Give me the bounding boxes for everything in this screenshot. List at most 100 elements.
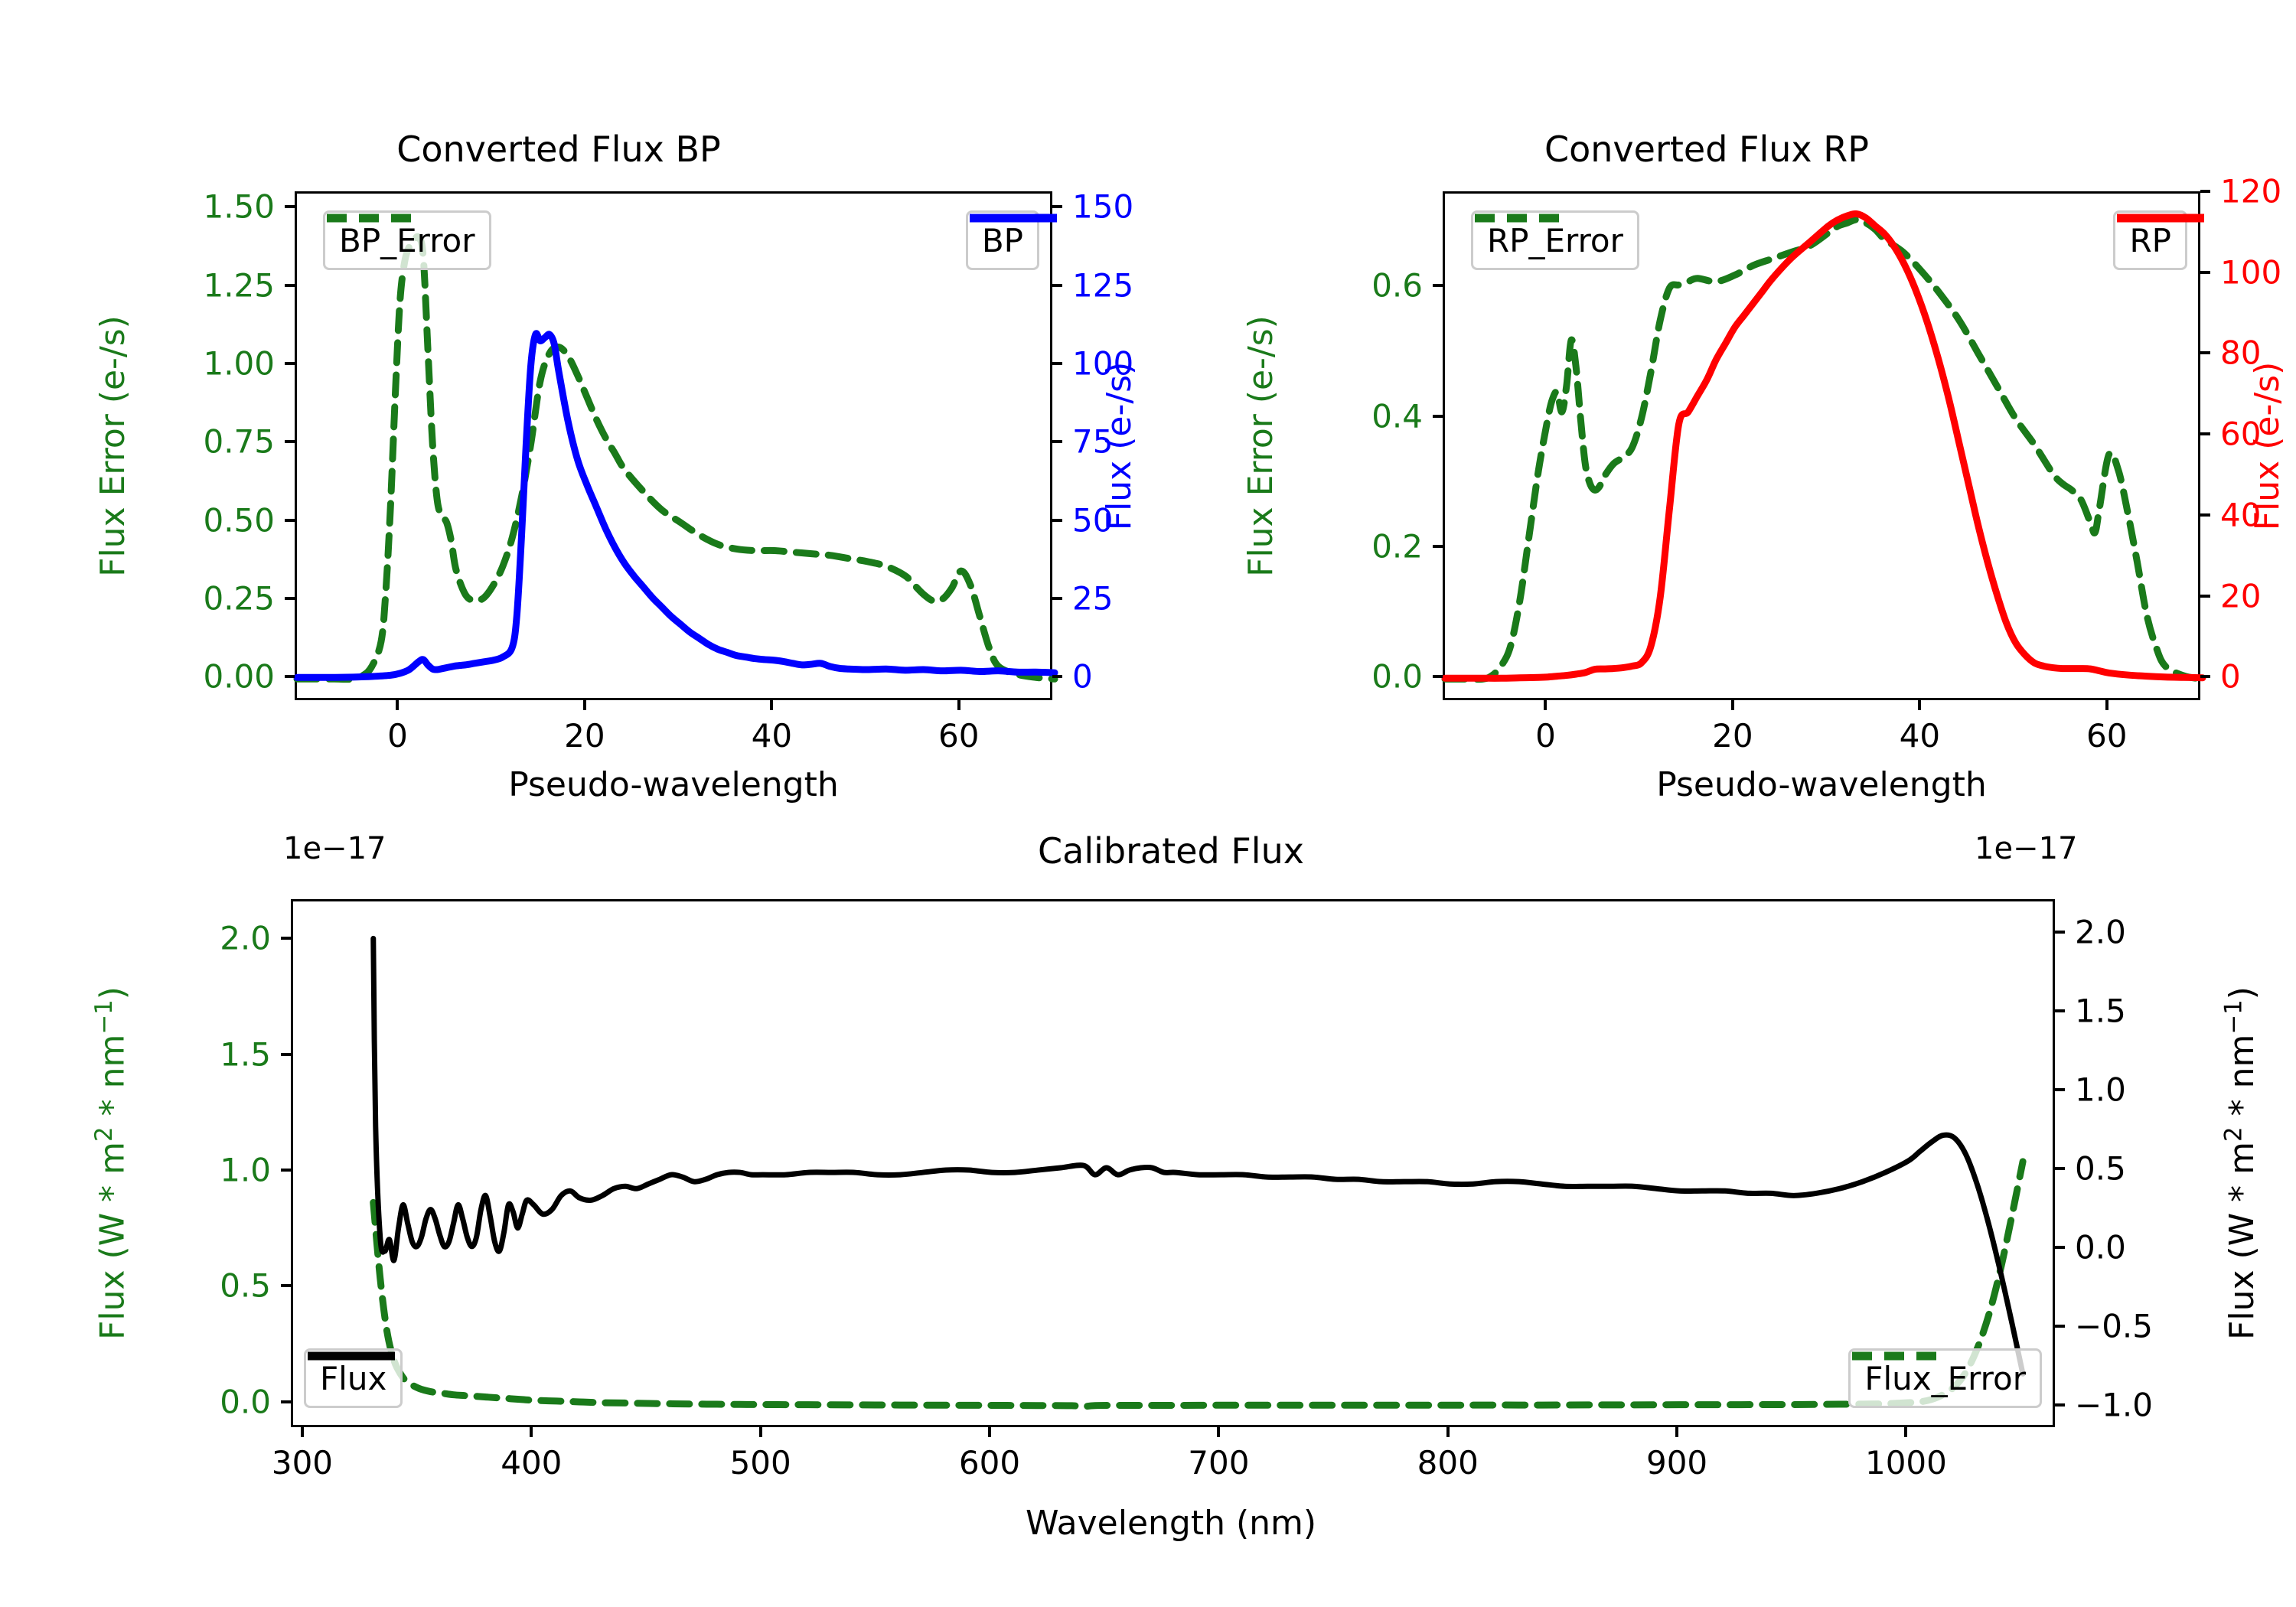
bp-left-tick-group-label: 0.50 bbox=[203, 501, 275, 539]
rp-right-tick-group-mark bbox=[2200, 190, 2210, 193]
cal-right-tick-group-label: 2.0 bbox=[2075, 913, 2126, 951]
solid-line-icon bbox=[308, 1351, 395, 1361]
cal-bottom-tick-group-mark bbox=[530, 1427, 533, 1437]
bp-curves bbox=[293, 233, 1058, 683]
bp-right-tick-group-label: 75 bbox=[1072, 422, 1114, 461]
rp-right-tick-group-label: 100 bbox=[2220, 253, 2282, 292]
rp-ylabel-right: Flux (e-/s) bbox=[2248, 361, 2287, 531]
bp-left-tick-group-mark bbox=[285, 283, 295, 287]
cal-left-tick-group-mark bbox=[281, 1284, 291, 1288]
rp-right-tick-group-label: 120 bbox=[2220, 172, 2282, 210]
bp-legend-bp-label: BP bbox=[981, 221, 1023, 259]
rp-bottom-tick-group-mark bbox=[2105, 700, 2108, 710]
rp-left-tick-group-label: 0.0 bbox=[1371, 657, 1423, 696]
rp-curves bbox=[1441, 210, 2206, 683]
rp-xlabel: Pseudo-wavelength bbox=[1656, 765, 1987, 804]
calibrated-legend-flux[interactable]: Flux bbox=[304, 1348, 403, 1408]
rp-right-tick-group-mark bbox=[2200, 351, 2210, 355]
calibrated-right-offset: 1e−17 bbox=[1975, 831, 2078, 866]
rp-right-tick-group-label: 60 bbox=[2220, 415, 2262, 453]
bp-right-tick-group-mark bbox=[1052, 362, 1062, 366]
bp-xlabel: Pseudo-wavelength bbox=[508, 765, 839, 804]
rp-ylabel-left: Flux Error (e-/s) bbox=[1241, 315, 1280, 577]
rp-right-tick-group-label: 0 bbox=[2220, 657, 2241, 696]
rp-left-tick-group-mark bbox=[1433, 675, 1443, 679]
bp-left-tick-group-mark bbox=[285, 205, 295, 209]
cal-left-tick-group-label: 1.0 bbox=[220, 1151, 271, 1189]
cal-bottom-tick-group-label: 400 bbox=[501, 1444, 563, 1482]
bp-bottom-tick-group-label: 0 bbox=[387, 717, 408, 755]
bp-bottom-tick-group-mark bbox=[582, 700, 586, 710]
solid-line-icon bbox=[969, 214, 1057, 223]
rp-legend-error[interactable]: RP_Error bbox=[1471, 210, 1639, 270]
rp-axes: RP_Error RP bbox=[1441, 191, 2206, 700]
bp-right-tick-group-mark bbox=[1052, 518, 1062, 522]
cal-bottom-tick-group-mark bbox=[1446, 1427, 1450, 1437]
calibrated-curves bbox=[370, 935, 2027, 1410]
rp-legend-rp[interactable]: RP bbox=[2113, 210, 2205, 270]
bp-legend-error[interactable]: BP_Error bbox=[323, 210, 491, 270]
bp-left-tick-group-mark bbox=[285, 362, 295, 366]
bp-left-tick-group-label: 0.25 bbox=[203, 579, 275, 618]
cal-bottom-tick-group-label: 1000 bbox=[1864, 1444, 1947, 1482]
rp-right-tick-group-mark bbox=[2200, 594, 2210, 598]
series-bp bbox=[293, 330, 1058, 681]
bp-ylabel-left: Flux Error (e-/s) bbox=[93, 315, 132, 577]
cal-right-tick-group-label: 0.5 bbox=[2075, 1149, 2126, 1188]
bp-left-tick-group-label: 0.75 bbox=[203, 422, 275, 461]
cal-bottom-tick-group-mark bbox=[1675, 1427, 1679, 1437]
cal-bottom-tick-group-mark bbox=[1904, 1427, 1908, 1437]
cal-bottom-tick-group-label: 300 bbox=[271, 1444, 334, 1482]
calibrated-ylabel-left: Flux (W * m2 * nm−1) bbox=[90, 986, 132, 1340]
rp-plot-title: Converted Flux RP bbox=[1544, 129, 1869, 170]
rp-bottom-tick-group-mark bbox=[1730, 700, 1734, 710]
panel-calibrated-flux: Calibrated Flux 1e−17 1e−17 Flux Flux_Er… bbox=[0, 811, 2296, 1607]
cal-left-tick-group-label: 2.0 bbox=[220, 919, 271, 957]
rp-bottom-tick-group-label: 20 bbox=[1712, 717, 1753, 755]
rp-right-tick-group-label: 20 bbox=[2220, 577, 2262, 615]
rp-right-tick-group-mark bbox=[2200, 675, 2210, 679]
cal-right-tick-group-label: 1.5 bbox=[2075, 992, 2126, 1030]
bp-right-tick-group-mark bbox=[1052, 597, 1062, 600]
bp-left-tick-group-label: 1.25 bbox=[203, 266, 275, 305]
bp-right-tick-group-mark bbox=[1052, 283, 1062, 287]
cal-right-tick-group-label: 1.0 bbox=[2075, 1071, 2126, 1109]
calibrated-xlabel: Wavelength (nm) bbox=[1025, 1504, 1317, 1543]
calibrated-legend-flux-error[interactable]: Flux_Error bbox=[1848, 1348, 2042, 1408]
rp-bottom-tick-group-label: 60 bbox=[2086, 717, 2128, 755]
bp-left-tick-group-label: 1.00 bbox=[203, 344, 275, 383]
cal-right-tick-group-mark bbox=[2055, 1246, 2065, 1250]
series-bp-error bbox=[293, 233, 1058, 683]
cal-bottom-tick-group-mark bbox=[758, 1427, 762, 1437]
rp-legend-rp-label: RP bbox=[2129, 221, 2171, 259]
rp-left-tick-group-mark bbox=[1433, 414, 1443, 418]
cal-right-tick-group-label: 0.0 bbox=[2075, 1228, 2126, 1266]
series-flux-error bbox=[370, 1158, 2027, 1410]
bp-right-tick-group-label: 50 bbox=[1072, 501, 1114, 539]
bp-right-tick-group-mark bbox=[1052, 675, 1062, 679]
series-rp-error bbox=[1441, 216, 2206, 683]
cal-bottom-tick-group-label: 800 bbox=[1417, 1444, 1479, 1482]
bp-left-tick-group-mark bbox=[285, 440, 295, 444]
cal-left-tick-group-label: 1.5 bbox=[220, 1035, 271, 1074]
rp-right-tick-group-label: 80 bbox=[2220, 334, 2262, 372]
bp-bottom-tick-group-label: 60 bbox=[938, 717, 980, 755]
calibrated-ylabel-right: Flux (W * m2 * nm−1) bbox=[2219, 986, 2262, 1340]
bp-right-tick-group-label: 100 bbox=[1072, 344, 1134, 383]
cal-right-tick-group-mark bbox=[2055, 1088, 2065, 1092]
cal-bottom-tick-group-label: 700 bbox=[1188, 1444, 1250, 1482]
rp-bottom-tick-group-mark bbox=[1544, 700, 1548, 710]
rp-right-tick-group-mark bbox=[2200, 432, 2210, 436]
rp-left-tick-group-label: 0.6 bbox=[1371, 266, 1423, 305]
cal-right-tick-group-label: −0.5 bbox=[2075, 1307, 2153, 1345]
bp-bottom-tick-group-label: 40 bbox=[751, 717, 793, 755]
bp-right-tick-group-label: 25 bbox=[1072, 579, 1114, 618]
bp-left-tick-group-mark bbox=[285, 518, 295, 522]
cal-left-tick-group-mark bbox=[281, 937, 291, 940]
bp-left-tick-group-label: 1.50 bbox=[203, 187, 275, 226]
bp-left-tick-group-label: 0.00 bbox=[203, 657, 275, 696]
rp-bottom-tick-group-label: 0 bbox=[1535, 717, 1556, 755]
bp-legend-bp[interactable]: BP bbox=[965, 210, 1057, 270]
bp-bottom-tick-group-label: 20 bbox=[564, 717, 605, 755]
calibrated-axes: Flux Flux_Error bbox=[291, 899, 2055, 1427]
